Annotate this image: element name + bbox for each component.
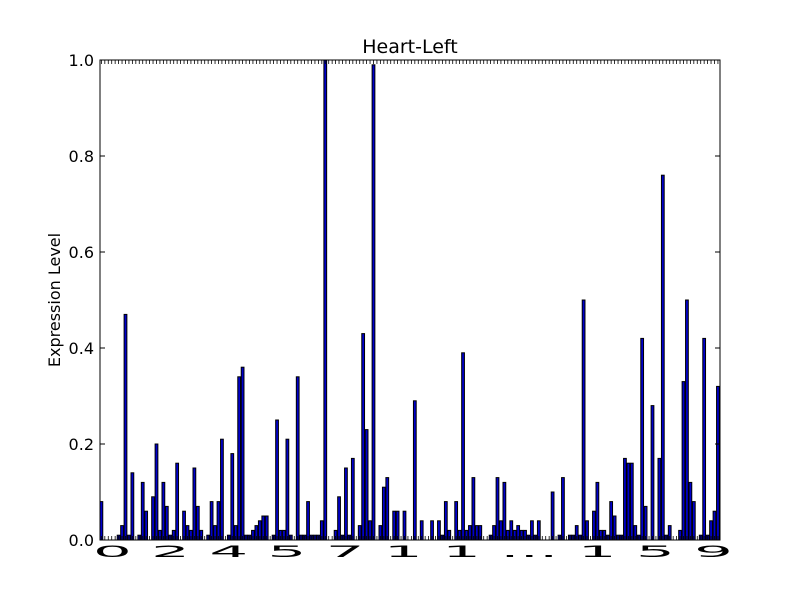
- bar: [502, 481, 507, 541]
- y-tick-label: 0.2: [69, 435, 94, 454]
- bar: [461, 352, 465, 541]
- bar: [192, 467, 197, 541]
- x-ticks: [100, 60, 719, 540]
- bar: [712, 510, 717, 541]
- bar: [195, 505, 200, 541]
- bar: [402, 510, 407, 541]
- bar: [209, 501, 214, 541]
- y-tick-label: 0.0: [69, 531, 94, 550]
- bar: [151, 496, 155, 541]
- bar: [716, 385, 720, 541]
- bar: [295, 376, 300, 541]
- bar: [275, 419, 279, 541]
- bar: [629, 462, 634, 541]
- bar: [323, 59, 328, 541]
- bar: [643, 505, 648, 541]
- bar: [412, 400, 417, 541]
- bar: [337, 496, 341, 541]
- bar: [392, 510, 397, 541]
- bar: [361, 333, 366, 541]
- bar: [385, 477, 390, 541]
- bar: [626, 462, 631, 541]
- y-tick-label: 0.6: [69, 243, 94, 262]
- bar: [230, 453, 235, 541]
- y-ticks: 0.0 0.2 0.4 0.6 0.8 1.0: [69, 51, 720, 550]
- bar: [550, 491, 555, 541]
- bar: [161, 481, 166, 541]
- bar: [371, 64, 376, 541]
- bar: [164, 505, 169, 541]
- bar: [237, 376, 242, 541]
- y-axis-label: Expression Level: [45, 233, 64, 367]
- bar: [306, 501, 310, 541]
- bar: [702, 337, 707, 541]
- bar: [561, 477, 565, 541]
- bar: [240, 366, 245, 541]
- bar: [623, 457, 627, 541]
- bar: [144, 510, 149, 541]
- bar: [640, 337, 645, 541]
- bar: [123, 313, 128, 541]
- bar: [350, 457, 355, 541]
- y-tick-label: 0.8: [69, 147, 94, 166]
- bar: [344, 467, 348, 541]
- bar: [154, 443, 159, 541]
- bar: [650, 405, 655, 541]
- bar: [681, 381, 686, 541]
- bar: [592, 510, 596, 541]
- bar: [395, 510, 400, 541]
- bar: [595, 481, 600, 541]
- y-tick-label: 1.0: [69, 51, 94, 70]
- chart-title: Heart-Left: [362, 36, 457, 58]
- y-tick-label: 0.4: [69, 339, 94, 358]
- x-tick-labels: 0 2 4 5 7 1 1 ... 1 5 9: [93, 542, 733, 561]
- bars-layer: [99, 59, 720, 541]
- bar: [691, 501, 696, 541]
- bar: [454, 501, 459, 541]
- bar: [685, 299, 689, 541]
- bar: [182, 510, 186, 541]
- bar: [443, 501, 448, 541]
- bar: [364, 429, 369, 541]
- bar: [381, 486, 386, 541]
- bar: [285, 438, 290, 541]
- bar: [688, 481, 693, 541]
- bar: [657, 457, 662, 541]
- bar: [140, 481, 145, 541]
- bar: [495, 477, 500, 541]
- bar: [609, 501, 614, 541]
- bar: [471, 477, 476, 541]
- plot-frame: [99, 59, 721, 541]
- bar: [581, 299, 586, 541]
- bar: [660, 174, 665, 541]
- bar: [130, 472, 135, 541]
- bar: [220, 438, 224, 541]
- bar: [216, 501, 221, 541]
- bar: [175, 462, 180, 541]
